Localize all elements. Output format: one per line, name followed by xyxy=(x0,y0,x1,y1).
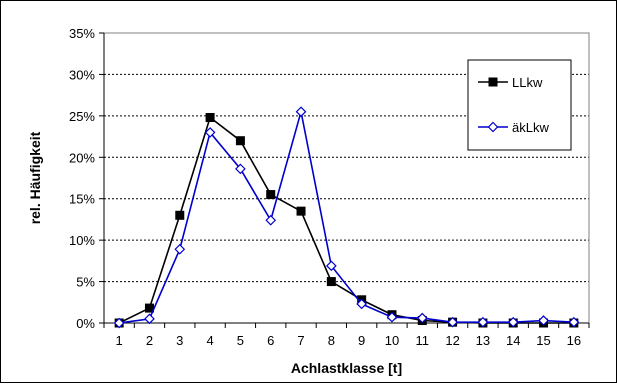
x-tick-label: 8 xyxy=(328,333,335,348)
x-tick-label: 3 xyxy=(176,333,183,348)
y-tick-label: 10% xyxy=(69,233,95,248)
legend-label: äkLkw xyxy=(512,120,549,135)
data-point xyxy=(325,260,337,272)
data-point xyxy=(204,127,216,138)
data-point xyxy=(568,316,580,328)
data-point xyxy=(235,163,246,175)
x-tick-label: 5 xyxy=(237,333,244,348)
x-tick-label: 2 xyxy=(146,333,153,348)
x-tick-label: 6 xyxy=(267,333,274,348)
y-tick-label: 25% xyxy=(69,109,95,124)
x-tick-label: 16 xyxy=(567,333,581,348)
legend-label: LLkw xyxy=(512,75,543,90)
x-tick-label: 11 xyxy=(416,333,430,348)
x-axis-title: Achlastklasse [t] xyxy=(291,360,402,376)
x-tick-label: 14 xyxy=(506,333,520,348)
data-point xyxy=(356,298,368,310)
data-point xyxy=(538,315,549,326)
axes xyxy=(99,32,590,328)
data-point xyxy=(205,113,215,123)
legend-box xyxy=(467,59,572,151)
y-tick-label: 30% xyxy=(69,67,95,82)
data-point xyxy=(174,243,186,255)
series-line xyxy=(119,111,574,324)
x-tick-label: 10 xyxy=(385,333,399,348)
y-tick-label: 0% xyxy=(76,316,95,331)
data-point xyxy=(296,206,306,216)
data-point xyxy=(113,317,125,329)
legend-marker xyxy=(487,121,499,133)
series-line xyxy=(118,116,574,324)
x-tick-label: 1 xyxy=(116,333,123,348)
x-tick-label: 12 xyxy=(445,333,459,348)
data-point xyxy=(507,316,519,328)
series-layer xyxy=(113,106,580,329)
x-tick-label: 4 xyxy=(206,333,213,348)
data-point xyxy=(175,210,185,220)
data-point xyxy=(386,311,398,323)
y-axis-title: rel. Häufigkeit xyxy=(27,131,43,224)
x-tick-label: 13 xyxy=(476,333,490,348)
y-tick-label: 35% xyxy=(69,26,95,41)
x-tick-label: 9 xyxy=(358,333,365,348)
y-tick-label: 5% xyxy=(76,275,95,290)
data-point xyxy=(477,316,489,328)
data-point xyxy=(266,190,276,200)
data-point xyxy=(144,313,155,325)
legend: LLkw äkLkw xyxy=(467,59,572,151)
data-point xyxy=(447,316,458,328)
data-point xyxy=(295,106,307,118)
series-2 xyxy=(113,106,580,329)
labels: 0%5%10%15%20%25%30%35%1 2 3 4 5 6 7 8 9 10 11 12 13 1… xyxy=(69,26,581,348)
x-tick-label: 7 xyxy=(297,333,304,348)
data-point xyxy=(265,214,277,226)
x-tick-label: 15 xyxy=(536,333,550,348)
data-point xyxy=(235,136,245,146)
data-point xyxy=(326,277,336,287)
legend-marker xyxy=(488,77,498,87)
y-tick-label: 20% xyxy=(69,150,95,165)
y-tick-label: 15% xyxy=(69,192,95,207)
data-point xyxy=(416,312,428,324)
